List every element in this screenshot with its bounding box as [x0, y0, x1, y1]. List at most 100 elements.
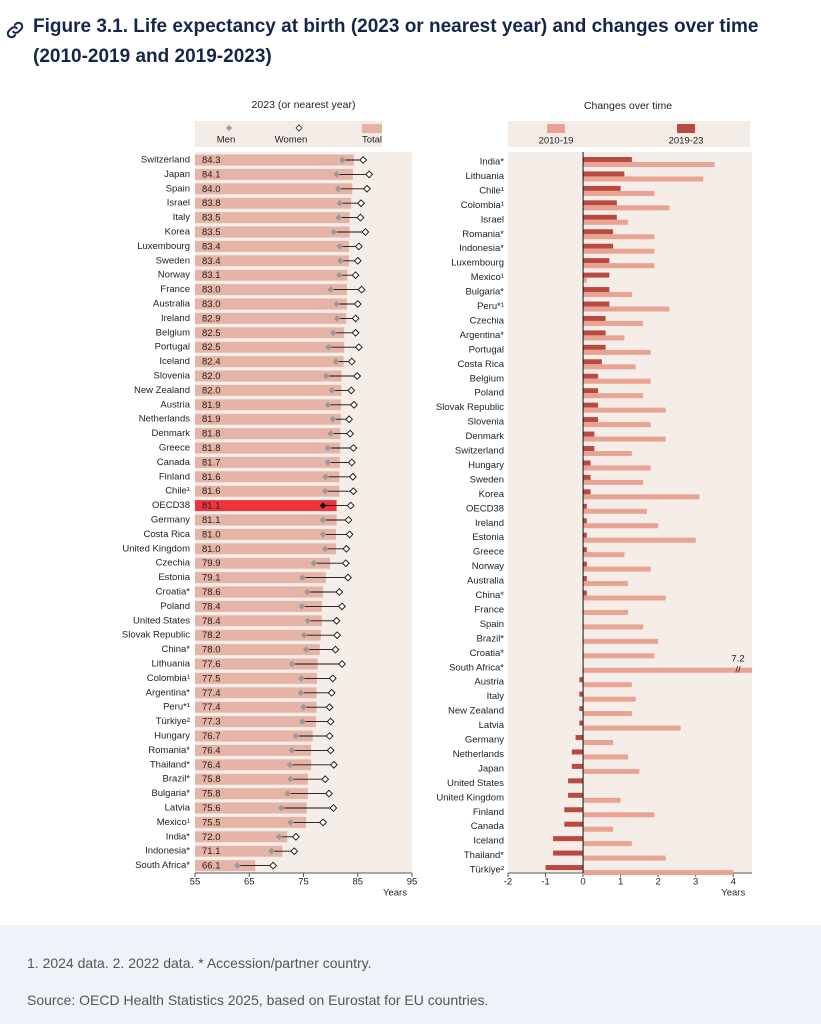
women-marker — [325, 732, 334, 740]
men-marker — [234, 862, 241, 869]
men-marker — [324, 459, 332, 466]
bar — [583, 812, 655, 818]
legend-label: Total — [362, 135, 382, 146]
axis-break: // — [735, 664, 741, 675]
value-label: 83.5 — [202, 227, 221, 238]
panel-title: 2023 (or nearest year) — [252, 99, 356, 111]
y-tick-label: South Africa* — [449, 662, 504, 673]
bar — [583, 870, 734, 876]
y-tick-label: Peru*¹ — [477, 301, 504, 312]
bar — [583, 552, 625, 558]
bar — [583, 725, 681, 731]
bar — [583, 460, 591, 466]
bar — [583, 205, 670, 211]
legend-marker — [226, 125, 232, 131]
x-tick-label: -1 — [541, 877, 549, 888]
bar — [583, 768, 640, 774]
y-tick-label: Korea — [479, 489, 505, 500]
bar — [583, 797, 621, 803]
women-marker — [349, 444, 358, 452]
bar — [583, 479, 644, 485]
men-marker — [335, 214, 343, 221]
bar — [195, 600, 322, 612]
value-label: 78.6 — [202, 587, 221, 598]
bar — [583, 263, 655, 269]
source: Source: OECD Health Statistics 2025, bas… — [27, 992, 489, 1008]
women-marker — [359, 156, 368, 164]
bar — [195, 384, 342, 396]
bar — [195, 644, 320, 656]
bar — [583, 431, 595, 437]
women-marker — [357, 285, 366, 294]
y-tick-label: Slovenia — [468, 417, 505, 428]
bar — [583, 532, 587, 538]
x-tick-label: -2 — [504, 877, 512, 888]
y-tick-label: Greece — [473, 547, 504, 558]
women-marker — [347, 386, 356, 395]
bar — [195, 586, 324, 598]
men-marker — [286, 761, 294, 769]
y-tick-label: Croatia* — [156, 587, 191, 598]
bar — [583, 272, 610, 278]
y-tick-label: United Kingdom — [436, 792, 504, 803]
legend-swatch — [362, 124, 382, 133]
y-tick-label: Argentina* — [460, 330, 505, 341]
bar — [583, 855, 666, 861]
value-label: 83.1 — [202, 270, 221, 281]
y-tick-label: China* — [475, 590, 504, 601]
y-tick-label: Israel — [481, 214, 504, 225]
bar — [583, 219, 629, 225]
value-label: 83.4 — [202, 256, 221, 267]
y-tick-label: Canada — [471, 821, 505, 832]
bar — [583, 277, 587, 283]
value-label: 77.4 — [202, 688, 221, 699]
men-marker — [300, 703, 307, 711]
women-marker — [363, 184, 371, 193]
bar — [583, 402, 599, 408]
bar — [583, 407, 666, 413]
link-icon[interactable] — [4, 19, 26, 41]
value-label: 83.0 — [202, 285, 221, 296]
women-marker — [326, 717, 335, 726]
women-marker — [346, 429, 355, 438]
bar — [545, 865, 584, 871]
bar — [583, 609, 629, 615]
men-marker — [287, 819, 294, 826]
value-label: 81.1 — [202, 501, 221, 512]
y-tick-label: Ireland — [475, 518, 504, 529]
bar — [583, 446, 595, 451]
value-label: 76.4 — [202, 745, 221, 756]
bar — [583, 248, 655, 254]
y-tick-label: Italy — [173, 212, 191, 223]
y-tick-label: Switzerland — [141, 155, 190, 166]
men-marker — [336, 271, 343, 279]
value-label: 81.7 — [202, 457, 221, 468]
bar — [568, 778, 584, 784]
bar — [579, 706, 584, 712]
value-label: 76.4 — [202, 760, 221, 771]
y-tick-label: France — [474, 604, 504, 615]
bar — [583, 590, 587, 596]
y-tick-label: Argentina* — [146, 687, 191, 698]
bar — [583, 359, 602, 365]
men-marker — [268, 847, 275, 855]
bar — [195, 543, 337, 555]
bar — [195, 471, 340, 483]
bar — [568, 792, 584, 798]
note: 1. 2024 data. 2. 2022 data. * Accession/… — [27, 955, 372, 971]
y-tick-label: Estonia — [158, 572, 190, 583]
women-marker — [329, 804, 338, 812]
bar — [583, 451, 632, 456]
bar — [195, 629, 321, 641]
men-marker — [330, 228, 338, 236]
bar — [195, 672, 318, 684]
women-marker — [321, 775, 330, 784]
men-marker — [321, 487, 329, 495]
bar — [583, 523, 659, 529]
men-marker — [330, 329, 337, 337]
men-marker — [299, 718, 306, 725]
value-label: 75.5 — [202, 817, 221, 828]
men-marker — [298, 603, 306, 610]
y-tick-label: Japan — [478, 763, 504, 774]
value-label: 75.6 — [202, 803, 221, 814]
